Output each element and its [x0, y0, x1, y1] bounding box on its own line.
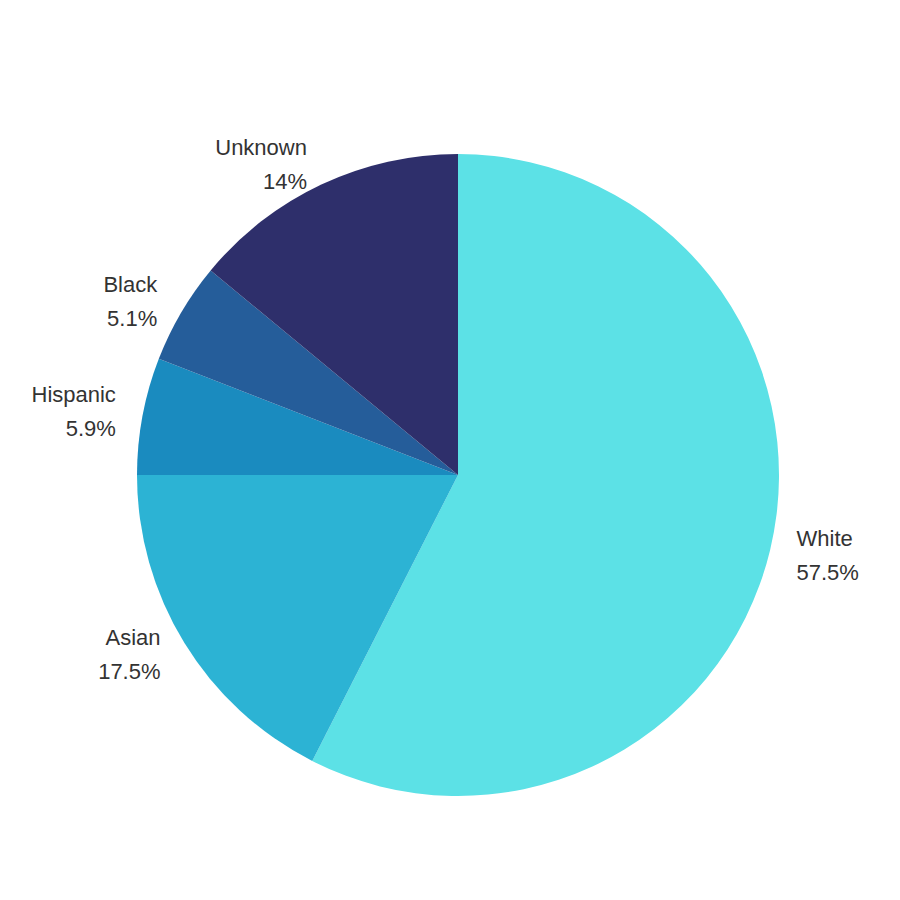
svg-text:Hispanic: Hispanic — [32, 382, 116, 407]
svg-text:17.5%: 17.5% — [98, 659, 160, 684]
svg-text:5.1%: 5.1% — [107, 306, 157, 331]
svg-text:Black: Black — [103, 272, 158, 297]
svg-text:5.9%: 5.9% — [66, 416, 116, 441]
svg-text:White: White — [797, 526, 853, 551]
svg-text:57.5%: 57.5% — [797, 560, 859, 585]
svg-text:Asian: Asian — [105, 625, 160, 650]
svg-text:Unknown: Unknown — [215, 135, 307, 160]
svg-text:14%: 14% — [263, 169, 307, 194]
